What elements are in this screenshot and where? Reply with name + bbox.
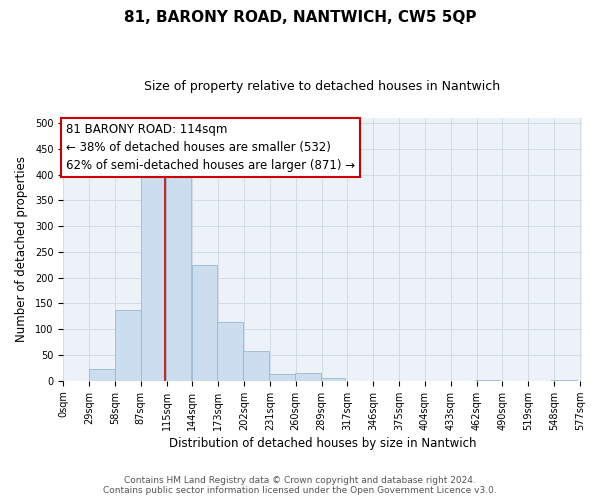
Bar bbox=[321, 378, 346, 381]
Bar bbox=[551, 380, 577, 381]
Bar bbox=[191, 265, 217, 381]
Text: 81, BARONY ROAD, NANTWICH, CW5 5QP: 81, BARONY ROAD, NANTWICH, CW5 5QP bbox=[124, 10, 476, 25]
Bar bbox=[217, 322, 243, 381]
Text: Contains HM Land Registry data © Crown copyright and database right 2024.
Contai: Contains HM Land Registry data © Crown c… bbox=[103, 476, 497, 495]
Bar bbox=[141, 167, 166, 381]
Bar bbox=[244, 352, 269, 381]
Bar bbox=[269, 374, 295, 381]
Bar bbox=[166, 167, 191, 381]
Text: 81 BARONY ROAD: 114sqm
← 38% of detached houses are smaller (532)
62% of semi-de: 81 BARONY ROAD: 114sqm ← 38% of detached… bbox=[66, 123, 355, 172]
Bar bbox=[89, 370, 115, 381]
Bar bbox=[475, 380, 500, 381]
Y-axis label: Number of detached properties: Number of detached properties bbox=[15, 156, 28, 342]
Bar bbox=[295, 372, 320, 381]
Bar bbox=[115, 310, 140, 381]
Title: Size of property relative to detached houses in Nantwich: Size of property relative to detached ho… bbox=[145, 80, 500, 93]
X-axis label: Distribution of detached houses by size in Nantwich: Distribution of detached houses by size … bbox=[169, 437, 476, 450]
